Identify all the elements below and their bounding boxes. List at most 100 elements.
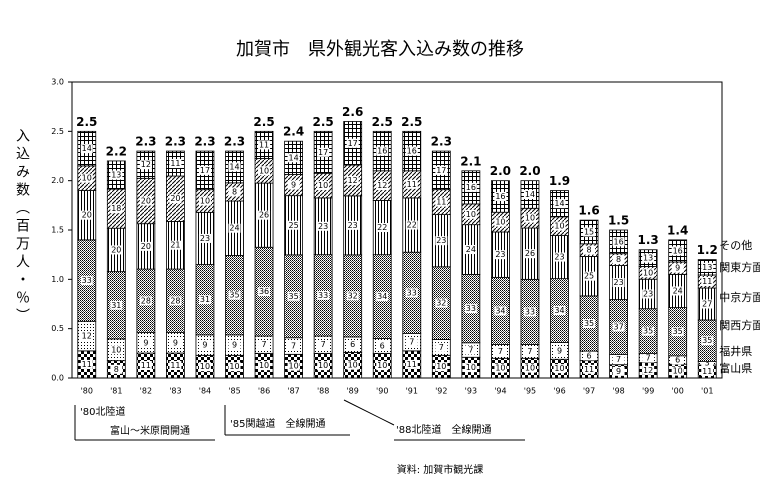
segment-label: 10 (377, 361, 387, 370)
segment-label: 36 (259, 287, 269, 296)
label-bg (671, 246, 684, 256)
annotation: '85関越道 全線開通 (230, 417, 325, 430)
label-bg (376, 146, 389, 156)
segment-label: 25 (288, 221, 298, 230)
label-bg (523, 307, 536, 317)
segment-label: 9 (232, 341, 237, 350)
total-label: 1.2 (697, 243, 718, 257)
segment-label: 21 (170, 241, 180, 250)
segment-label: 7 (291, 342, 296, 351)
segment-label: 10 (200, 196, 210, 205)
segment-label: 8 (232, 187, 237, 196)
label-bg (405, 146, 418, 156)
label-bg (376, 341, 389, 351)
segment-label: 20 (141, 196, 151, 205)
segment-label: 12 (643, 366, 653, 375)
label-bg (198, 295, 211, 305)
segment-label: 27 (702, 300, 712, 309)
label-bg (523, 189, 536, 199)
label-bg (701, 299, 714, 309)
segment-label: 12 (348, 176, 358, 185)
segment-label: 20 (111, 245, 121, 254)
label-bg (405, 359, 418, 369)
label-bg (494, 346, 507, 356)
segment-label: 18 (111, 204, 121, 213)
label-bg (228, 340, 241, 350)
label-bg (198, 362, 211, 372)
segment-label: 33 (82, 276, 92, 285)
segment-label: 17 (200, 166, 210, 175)
label-bg (317, 340, 330, 350)
segment-label: 7 (439, 343, 444, 352)
segment-label: 12 (377, 181, 387, 190)
label-bg (464, 182, 477, 192)
segment-label: 11 (82, 360, 92, 369)
y-tick-label: 0.5 (51, 324, 64, 333)
label-bg (346, 220, 359, 230)
segment-label: 14 (229, 162, 239, 171)
segment-label: 10 (554, 222, 564, 231)
label-bg (642, 268, 655, 278)
segment-label: 33 (407, 288, 417, 297)
label-bg (671, 263, 684, 273)
label-bg (435, 342, 448, 352)
segment-label: 7 (321, 340, 326, 349)
annotations: '80北陸道 富山～米原間開通 '85関越道 全線開通 '88北陸道 全線開通 (74, 399, 525, 441)
label-bg (671, 327, 684, 337)
label-bg (110, 204, 123, 214)
legend-label: 福井県 (719, 344, 752, 358)
segment-label: 8 (616, 255, 621, 264)
label-bg (258, 140, 271, 150)
label-bg (169, 194, 182, 204)
label-bg (258, 287, 271, 297)
label-bg (228, 362, 241, 372)
segment-label: 10 (111, 345, 121, 354)
total-label: 2.0 (519, 164, 540, 178)
label-bg (612, 255, 625, 265)
label-bg (110, 245, 123, 255)
segment-label: 9 (291, 181, 296, 190)
label-bg (287, 180, 300, 190)
segment-label: 7 (261, 340, 266, 349)
total-label: 2.5 (76, 115, 97, 129)
segment-label: 16 (613, 237, 623, 246)
label-bg (671, 355, 684, 365)
label-bg (612, 322, 625, 332)
segment-label: 10 (495, 218, 505, 227)
segment-label: 33 (525, 307, 535, 316)
label-bg (287, 341, 300, 351)
label-bg (494, 306, 507, 316)
total-label: 2.3 (224, 135, 245, 149)
label-bg (287, 291, 300, 301)
x-tick-label: '90 (376, 387, 388, 396)
segment-label: 10 (466, 363, 476, 372)
segment-label: 10 (525, 364, 535, 373)
segment-label: 20 (170, 194, 180, 203)
segment-label: 11 (141, 361, 151, 370)
segment-label: 10 (436, 362, 446, 371)
label-bg (583, 227, 596, 237)
segment-label: 7 (409, 338, 414, 347)
label-bg (464, 345, 477, 355)
segment-label: 10 (348, 361, 358, 370)
segment-label: 13 (643, 254, 653, 263)
segment-label: 13 (702, 263, 712, 272)
label-bg (464, 363, 477, 373)
segment-label: 11 (702, 277, 712, 286)
x-tick-label: '85 (228, 387, 240, 396)
segment-label: 10 (525, 214, 535, 223)
label-bg (198, 340, 211, 350)
segment-label: 32 (348, 291, 358, 300)
x-tick-label: '99 (642, 387, 654, 396)
segment-label: 13 (111, 171, 121, 180)
segment-label: 22 (377, 223, 387, 232)
segment-label: 16 (377, 147, 387, 156)
x-tick-label: '01 (701, 387, 713, 396)
label-bg (553, 364, 566, 374)
segment-label: 6 (350, 340, 355, 349)
label-bg (701, 336, 714, 346)
y-tick-label: 3.0 (51, 78, 64, 87)
label-bg (435, 362, 448, 372)
label-bg (346, 291, 359, 301)
total-label: 2.5 (313, 115, 334, 129)
